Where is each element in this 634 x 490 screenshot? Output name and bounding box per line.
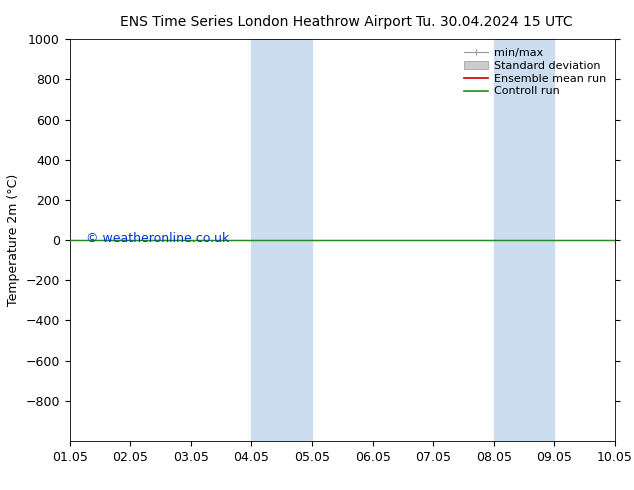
Legend: min/max, Standard deviation, Ensemble mean run, Controll run: min/max, Standard deviation, Ensemble me… xyxy=(460,45,609,100)
Bar xyxy=(252,39,312,441)
Bar xyxy=(494,39,554,441)
Y-axis label: Temperature 2m (°C): Temperature 2m (°C) xyxy=(7,174,20,306)
Text: Tu. 30.04.2024 15 UTC: Tu. 30.04.2024 15 UTC xyxy=(416,15,573,29)
Text: ENS Time Series London Heathrow Airport: ENS Time Series London Heathrow Airport xyxy=(120,15,412,29)
Text: © weatheronline.co.uk: © weatheronline.co.uk xyxy=(86,232,230,245)
